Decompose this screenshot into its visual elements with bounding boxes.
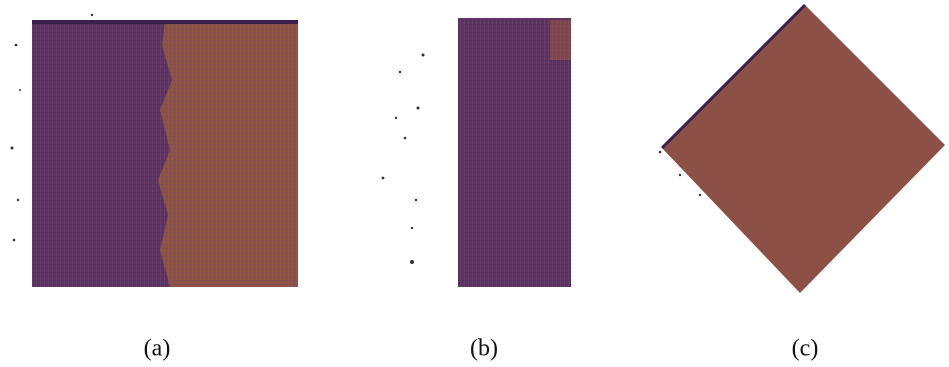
- panel-c: (c): [659, 5, 945, 362]
- panel-a: (a): [11, 14, 299, 362]
- edge: [32, 20, 298, 24]
- surface-region: [550, 20, 571, 60]
- panel-b: (b): [382, 18, 571, 362]
- panel-label: (a): [144, 336, 171, 362]
- noise: [382, 54, 425, 265]
- surface: [662, 5, 945, 293]
- panel-label: (c): [792, 336, 819, 362]
- panel-label: (b): [470, 336, 498, 362]
- figure: (a) (b) (c): [0, 0, 949, 367]
- surface-region: [158, 22, 298, 287]
